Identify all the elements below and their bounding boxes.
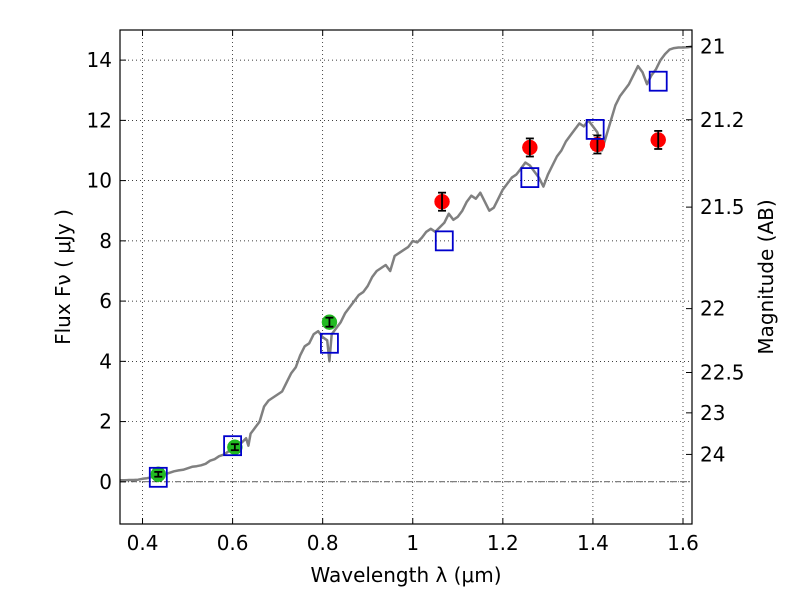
ticks-layer: 0.4 0.6 0.8 1 1.2 1.4 1.6024681012142121.221.5… [87, 30, 745, 555]
model-spectrum-layer [120, 45, 693, 482]
right-tick-label-1: 21.2 [700, 108, 745, 132]
right-tick-label-5: 23 [700, 401, 725, 425]
plot-frame [119, 29, 693, 525]
right-tick-label-4: 22.5 [700, 360, 745, 384]
model-spectrum-line [120, 45, 693, 482]
y-tick-label-3: 6 [99, 289, 112, 313]
y-tick-label-1: 2 [99, 410, 112, 434]
data-points-layer [148, 70, 668, 488]
right-tick-label-6: 24 [700, 442, 725, 466]
y-tick-label-7: 14 [87, 48, 112, 72]
x-tick-label-4: 1.2 [487, 531, 519, 555]
x-tick-label-2: 0.8 [307, 531, 339, 555]
x-tick-label-0: 0.4 [127, 531, 159, 555]
x-axis-title: Wavelength λ (μm) [310, 563, 501, 587]
y-axis-title: Flux Fν ( μJy ) [51, 209, 75, 345]
x-tick-label-5: 1.4 [577, 531, 609, 555]
x-tick-label-3: 1 [406, 531, 419, 555]
square-marker-2-4 [520, 167, 540, 188]
y-tick-label-4: 8 [99, 229, 112, 253]
x-tick-label-1: 0.6 [217, 531, 249, 555]
y-tick-label-5: 10 [87, 169, 112, 193]
y-tick-label-2: 4 [99, 349, 112, 373]
right-tick-label-3: 22 [700, 297, 725, 321]
right-tick-label-2: 21.5 [700, 195, 745, 219]
square-marker-2-5 [585, 119, 605, 140]
grid-layer [120, 30, 692, 524]
square-marker-2-6 [648, 70, 668, 92]
square-marker-2-3 [434, 230, 454, 252]
square-marker-2-1 [223, 435, 242, 457]
x-tick-label-6: 1.6 [667, 531, 699, 555]
right-axis-title: Magnitude (AB) [754, 199, 778, 354]
square-marker-2-0 [148, 466, 168, 488]
y-tick-label-0: 0 [99, 470, 112, 494]
square-marker-2-2 [320, 332, 339, 354]
right-tick-label-0: 21 [700, 35, 725, 59]
y-tick-label-6: 12 [87, 108, 112, 132]
